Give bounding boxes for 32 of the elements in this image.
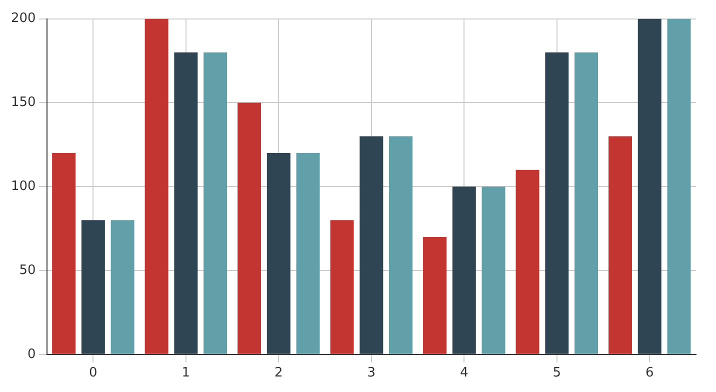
- x-tick-label: 5: [552, 366, 562, 381]
- bar: [574, 52, 598, 354]
- bar: [423, 236, 447, 354]
- x-tick-label: 1: [182, 366, 190, 381]
- bar: [52, 153, 76, 354]
- bar: [174, 52, 198, 354]
- bar: [296, 153, 320, 354]
- bar: [667, 18, 691, 354]
- y-tick-label: 100: [10, 178, 36, 194]
- bar: [110, 220, 134, 354]
- bar: [360, 136, 384, 354]
- bar: [81, 220, 105, 354]
- bar: [608, 136, 632, 354]
- bar: [389, 136, 413, 354]
- bar: [482, 186, 506, 354]
- bar: [204, 52, 228, 354]
- x-tick-label: 4: [460, 366, 468, 381]
- bar: [516, 170, 540, 354]
- bar: [545, 52, 569, 354]
- y-tick-label: 150: [10, 95, 36, 110]
- bar: [266, 153, 290, 354]
- bar: [452, 186, 476, 354]
- bar: [330, 220, 354, 354]
- y-tick-label: 0: [28, 346, 36, 362]
- x-tick-label: 2: [274, 366, 283, 381]
- y-tick-label: 200: [10, 11, 36, 26]
- bar: [144, 18, 168, 354]
- y-tick-label: 50: [19, 262, 36, 278]
- bar: [238, 102, 262, 354]
- x-tick-label: 3: [367, 366, 376, 381]
- x-tick-label: 0: [89, 366, 98, 381]
- x-tick-label: 6: [645, 366, 654, 381]
